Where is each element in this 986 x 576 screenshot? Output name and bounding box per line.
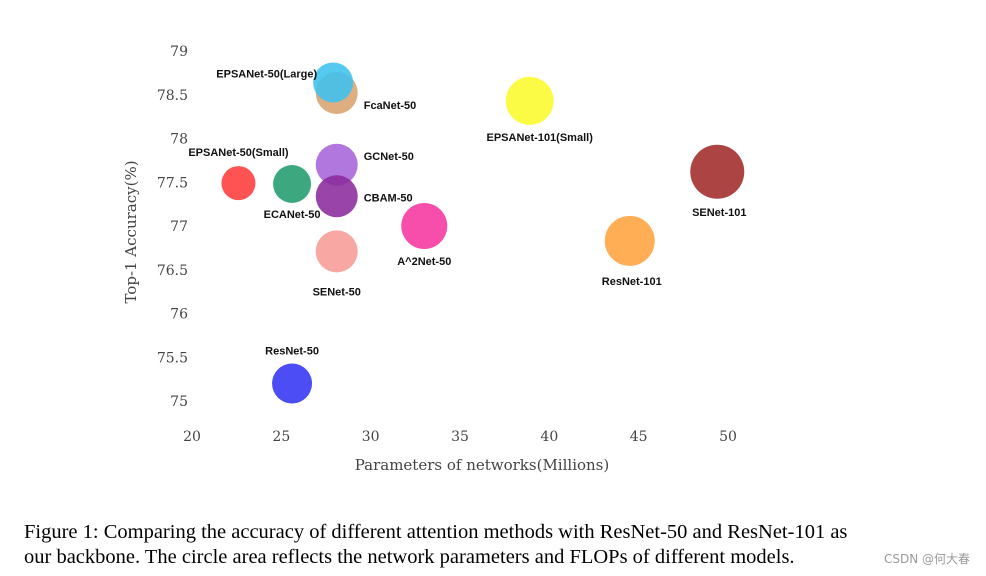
x-tick-label: 50 bbox=[719, 429, 737, 445]
y-tick-label: 78 bbox=[170, 132, 188, 148]
x-tick-label: 40 bbox=[540, 429, 558, 445]
bubble bbox=[604, 215, 655, 266]
x-tick-label: 25 bbox=[272, 429, 290, 445]
bubbles bbox=[221, 62, 745, 404]
bubble-label: ResNet-50 bbox=[265, 346, 319, 358]
figure-caption: Figure 1: Comparing the accuracy of diff… bbox=[24, 520, 964, 570]
bubble-label: SENet-101 bbox=[692, 207, 746, 219]
bubble-chart: 75 75.5 76 76.5 77 77.5 78 78.5 79 20 25 30 35 40 45 5… bbox=[122, 44, 746, 474]
x-tick-label: 45 bbox=[630, 429, 648, 445]
bubble bbox=[505, 76, 554, 125]
y-tick-label: 77.5 bbox=[157, 175, 188, 191]
y-tick-label: 76 bbox=[170, 307, 188, 323]
x-axis-label: Parameters of networks(Millions) bbox=[355, 456, 610, 474]
bubble-label: EPSANet-50(Large) bbox=[216, 69, 317, 81]
bubble bbox=[313, 62, 354, 103]
bubble-label: ECANet-50 bbox=[264, 209, 321, 221]
bubble-label: FcaNet-50 bbox=[364, 100, 417, 112]
y-tick-label: 76.5 bbox=[157, 263, 188, 279]
bubble-label: EPSANet-50(Small) bbox=[188, 147, 289, 159]
watermark: CSDN @何大春 bbox=[883, 552, 970, 566]
y-tick-label: 79 bbox=[170, 44, 188, 60]
bubble bbox=[315, 230, 358, 273]
x-tick-label: 35 bbox=[451, 429, 469, 445]
y-tick-label: 75.5 bbox=[157, 350, 188, 366]
bubble-label: SENet-50 bbox=[313, 286, 361, 298]
y-tick-label: 77 bbox=[170, 219, 188, 235]
bubble bbox=[315, 175, 358, 218]
bubble bbox=[221, 166, 256, 201]
x-tick-label: 20 bbox=[183, 429, 201, 445]
bubble-label: ResNet-101 bbox=[602, 276, 662, 288]
bubble-label: GCNet-50 bbox=[364, 151, 414, 163]
bubble-label: CBAM-50 bbox=[364, 192, 413, 204]
caption-line-2: our backbone. The circle area reflects t… bbox=[24, 546, 795, 568]
bubble bbox=[273, 165, 312, 203]
caption-line-1: Figure 1: Comparing the accuracy of diff… bbox=[24, 521, 848, 543]
bubble-label: A^2Net-50 bbox=[397, 256, 451, 268]
y-axis-ticks: 75 75.5 76 76.5 77 77.5 78 78.5 79 bbox=[157, 44, 188, 410]
bubble-labels: EPSANet-50(Small) ECANet-50 FcaNet-50 EPSAN… bbox=[188, 69, 746, 358]
bubble bbox=[690, 144, 745, 199]
bubble bbox=[272, 363, 313, 404]
x-axis-ticks: 20 25 30 35 40 45 50 bbox=[183, 429, 737, 445]
bubble bbox=[315, 143, 358, 186]
y-axis-label: Top-1 Accuracy(%) bbox=[122, 160, 140, 303]
y-tick-label: 78.5 bbox=[157, 88, 188, 104]
y-tick-label: 75 bbox=[170, 394, 188, 410]
bubble bbox=[401, 203, 448, 249]
bubble-label: EPSANet-101(Small) bbox=[486, 132, 593, 144]
x-tick-label: 30 bbox=[362, 429, 380, 445]
